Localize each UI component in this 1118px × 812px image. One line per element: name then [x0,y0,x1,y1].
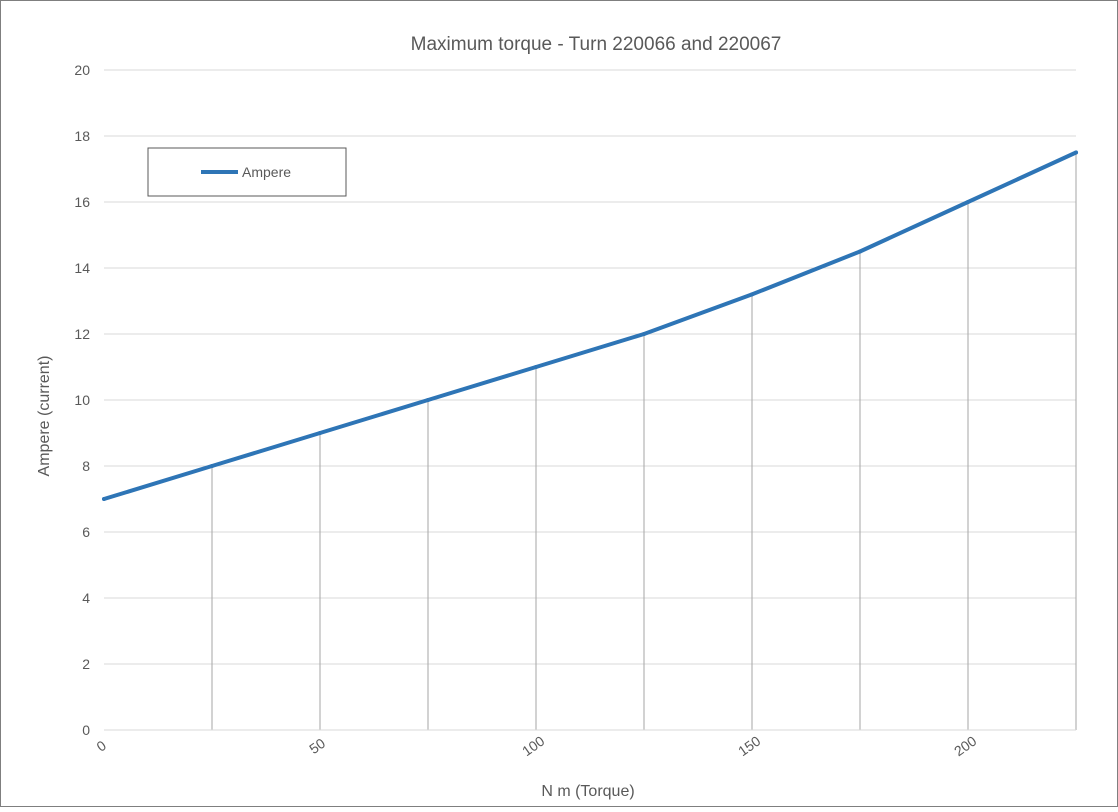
data-point [1074,150,1078,155]
series-line-ampere [102,150,1078,501]
data-point [534,365,538,369]
y-tick-label: 0 [82,722,90,738]
data-point [642,332,646,336]
y-tick-labels: 0 2 4 6 8 10 12 14 16 18 20 [74,62,90,738]
y-tick-label: 6 [82,524,90,540]
y-tick-label: 16 [74,194,90,210]
data-point [858,249,862,254]
x-axis-title: N m (Torque) [541,783,634,800]
data-point [318,431,322,435]
y-tick-label: 12 [74,326,90,342]
data-point [750,292,754,297]
y-tick-label: 10 [74,392,90,408]
y-axis-title: Ampere (current) [36,356,53,477]
data-point [966,200,970,204]
y-tick-label: 18 [74,128,90,144]
legend-box [147,147,347,197]
y-tick-label: 8 [82,458,90,474]
data-point [426,398,430,402]
y-tick-label: 14 [74,260,90,276]
chart-title: Maximum torque - Turn 220066 and 220067 [411,34,782,55]
legend: Ampere [147,147,347,197]
data-point [102,497,106,501]
series-layer [102,150,1078,501]
gridlines [104,69,1076,665]
legend-label-ampere: Ampere [242,164,291,180]
drop-lines [211,152,1077,730]
data-point [210,464,214,468]
y-tick-label: 20 [74,62,90,78]
y-tick-label: 4 [82,590,90,606]
y-tick-label: 2 [82,656,90,672]
